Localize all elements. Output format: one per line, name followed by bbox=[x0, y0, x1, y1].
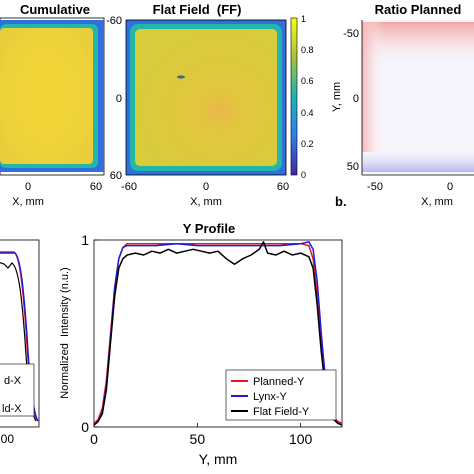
colorbar bbox=[290, 17, 298, 176]
legend-label-lynx: Lynx-Y bbox=[253, 391, 287, 403]
colorbar-tick: 1 bbox=[301, 14, 306, 24]
x-profile-legend-fragment: d-X bbox=[4, 375, 22, 387]
panel-letter-b: b. bbox=[335, 194, 347, 209]
flat-field-y-tick: 0 bbox=[116, 93, 122, 105]
ratio-map-left-band bbox=[362, 22, 384, 152]
x-profile-panel: d-X ld-X 100 bbox=[0, 239, 40, 446]
ratio-title: Ratio Planned bbox=[375, 2, 462, 17]
chart-title: Y Profile bbox=[183, 221, 236, 236]
flat-field-defect-mark bbox=[177, 75, 185, 79]
cumulative-map-field bbox=[0, 28, 93, 164]
ratio-x-tick: -50 bbox=[367, 181, 383, 193]
flat-field-map-frame bbox=[125, 19, 287, 176]
cumulative-x-tick: 0 bbox=[25, 181, 31, 193]
x-tick-label: 100 bbox=[289, 431, 313, 447]
x-profile-legend-fragment: ld-X bbox=[2, 403, 22, 415]
colorbar-tick: 0.8 bbox=[301, 45, 314, 55]
ratio-map-bottom-band bbox=[362, 150, 474, 172]
cumulative-title: Cumulative bbox=[20, 2, 90, 17]
colorbar-tick: 0.4 bbox=[301, 108, 314, 118]
x-tick-label: 50 bbox=[190, 431, 206, 447]
cumulative-x-label: X, mm bbox=[12, 196, 44, 208]
x-profile-legend-box bbox=[0, 363, 35, 417]
colorbar-ticks: 0 0.2 0.4 0.6 0.8 1 bbox=[301, 14, 314, 180]
flat-field-x-tick: 0 bbox=[203, 181, 209, 193]
colorbar-tick: 0.6 bbox=[301, 76, 314, 86]
x-tick-label: 0 bbox=[90, 431, 98, 447]
colorbar-tick: 0 bbox=[301, 170, 306, 180]
x-axis-ticks: 0 50 100 bbox=[90, 423, 313, 447]
legend-label-planned: Planned-Y bbox=[253, 376, 305, 388]
ratio-y-tick: -50 bbox=[343, 28, 359, 40]
y-tick-label: 1 bbox=[81, 232, 89, 248]
x-axis-label: Y, mm bbox=[199, 451, 238, 467]
cumulative-x-tick: 60 bbox=[90, 181, 102, 193]
flat-field-x-tick: -60 bbox=[121, 181, 137, 193]
ratio-y-tick: 0 bbox=[353, 93, 359, 105]
series-line-flat-field-y bbox=[94, 241, 342, 426]
y-profile-chart: Y Profile 01 0 50 100 Normalized Intensity… bbox=[59, 221, 343, 467]
flat-field-panel: Flat Field (FF) -60 0 60 -60 0 60 X, mm … bbox=[106, 2, 313, 208]
colorbar-tick: 0.2 bbox=[301, 139, 314, 149]
flat-field-y-tick: -60 bbox=[106, 15, 122, 27]
flat-field-x-label: X, mm bbox=[190, 196, 222, 208]
ratio-y-tick: 50 bbox=[347, 161, 359, 173]
ratio-panel: Ratio Planned -50 0 50 Y, mm -50 0 X, mm… bbox=[331, 2, 474, 209]
legend: Planned-Y Lynx-Y Flat Field-Y bbox=[225, 369, 337, 421]
x-profile-x-tick: 100 bbox=[0, 432, 14, 446]
flat-field-map-field bbox=[135, 29, 277, 166]
ratio-y-label: Y, mm bbox=[331, 82, 343, 112]
flat-field-x-tick: 60 bbox=[277, 181, 289, 193]
y-axis-ticks: 01 bbox=[81, 232, 98, 435]
flat-field-y-tick: 60 bbox=[110, 170, 122, 182]
y-tick-label: 0 bbox=[81, 419, 89, 435]
cumulative-panel: Cumulative 0 60 X, mm bbox=[0, 2, 105, 208]
y-axis-label: Normalized Intensity (n.u.) bbox=[59, 267, 71, 398]
legend-label-flat-field: Flat Field-Y bbox=[253, 406, 310, 418]
ratio-x-tick: 0 bbox=[447, 181, 453, 193]
flat-field-title: Flat Field (FF) bbox=[153, 2, 242, 17]
ratio-x-label: X, mm bbox=[421, 196, 453, 208]
